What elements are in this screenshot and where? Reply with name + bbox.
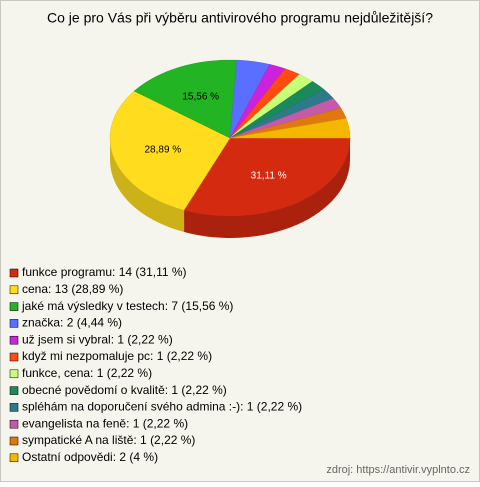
legend-label: evangelista na feně: 1 (2,22 %): [22, 416, 188, 430]
source: zdroj: https://antivir.vyplnto.cz: [326, 464, 470, 476]
legend-label: značka: 2 (4,44 %): [22, 316, 122, 330]
legend-label: když mi nezpomaluje pc: 1 (2,22 %): [22, 349, 212, 363]
pie-side: [110, 138, 185, 233]
legend-swatch: [9, 453, 19, 463]
legend-swatch: [9, 319, 19, 328]
legend-label: už jsem si vybral: 1 (2,22 %): [22, 332, 173, 346]
legend-label: funkce programu: 14 (31,11 %): [22, 265, 187, 279]
legend-label: obecné povědomí o kvalitě: 1 (2,22 %): [22, 383, 227, 397]
legend-label: cena: 13 (28,89 %): [22, 282, 123, 296]
pie-side: [184, 138, 350, 239]
legend-swatch: [9, 302, 19, 311]
pie-slice: [229, 118, 351, 139]
slice-label: 28,89 %: [144, 145, 181, 156]
legend-label: spléhám na doporučení svého admina :-): …: [22, 400, 302, 414]
legend-swatch: [9, 369, 19, 379]
pie-slice: [109, 90, 231, 211]
pie-slice: [133, 59, 238, 139]
legend-label: Ostatní odpovědi: 2 (4 %): [22, 450, 158, 464]
legend-label: jaké má výsledky v testech: 7 (15,56 %): [21, 299, 233, 313]
legend-swatch: [9, 285, 19, 295]
legend-swatch: [9, 419, 19, 429]
legend-label: funkce, cena: 1 (2,22 %): [22, 366, 152, 380]
legend-label: sympatické A na liště: 1 (2,22 %): [22, 433, 195, 447]
slice-label: 15,56 %: [182, 92, 219, 103]
legend-swatch: [9, 335, 19, 345]
legend-swatch: [9, 403, 19, 412]
legend-swatch: [9, 268, 19, 278]
legend-swatch: [9, 386, 19, 395]
chart-title: Co je pro Vás při výběru antivirového pr…: [47, 10, 433, 26]
pie-slice: [183, 137, 351, 217]
legend-swatch: [9, 436, 19, 446]
slice-label: 31,11 %: [251, 170, 287, 181]
legend-swatch: [9, 352, 19, 362]
